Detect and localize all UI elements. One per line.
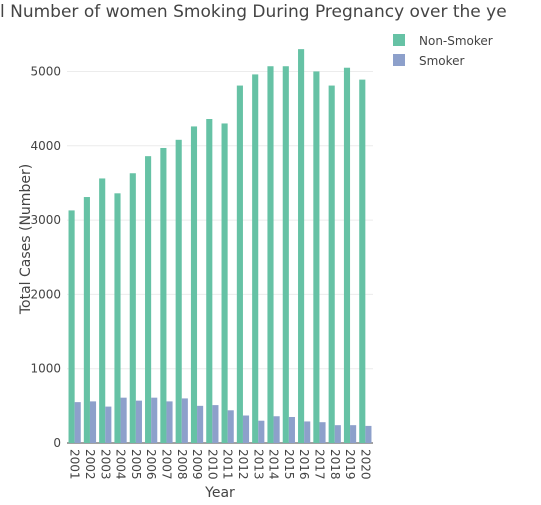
bar-non-smoker-2001[interactable] <box>68 210 75 443</box>
x-tick-label: 2016 <box>297 449 311 480</box>
x-tick-label: 2020 <box>358 449 372 480</box>
bar-non-smoker-2014[interactable] <box>267 66 274 444</box>
x-tick-label: 2008 <box>175 449 189 480</box>
x-tick-label: 2018 <box>328 449 342 480</box>
bar-smoker-2004[interactable] <box>120 397 127 443</box>
y-tick-label: 3000 <box>30 213 61 227</box>
x-tick-label: 2002 <box>83 449 97 480</box>
bar-smoker-2009[interactable] <box>197 405 204 443</box>
x-tick-label: 2014 <box>267 449 281 480</box>
bar-non-smoker-2003[interactable] <box>99 178 106 444</box>
gridlines <box>67 70 373 444</box>
y-axis-ticks: 0 1000 2000 3000 4000 5000 <box>30 64 61 450</box>
y-tick-label: 5000 <box>30 64 61 78</box>
x-tick-label: 2012 <box>236 449 250 480</box>
y-axis-title: Total Cases (Number) <box>18 164 34 315</box>
bar-non-smoker-2018[interactable] <box>328 85 335 443</box>
x-tick-label: 2003 <box>98 449 112 480</box>
x-tick-label: 2005 <box>129 449 143 480</box>
bar-smoker-2002[interactable] <box>89 401 97 443</box>
bar-smoker-2013[interactable] <box>258 420 265 443</box>
bar-smoker-2016[interactable] <box>304 421 311 443</box>
bar-smoker-2008[interactable] <box>181 398 188 443</box>
bar-smoker-2003[interactable] <box>105 406 112 443</box>
bar-non-smoker-2006[interactable] <box>145 156 152 444</box>
bar-non-smoker-2008[interactable] <box>175 139 182 443</box>
bar-non-smoker-2017[interactable] <box>313 71 320 443</box>
bar-smoker-2010[interactable] <box>212 405 219 443</box>
bar-non-smoker-2020[interactable] <box>359 79 366 443</box>
bar-smoker-2018[interactable] <box>334 425 341 443</box>
x-tick-label: 2017 <box>312 449 326 480</box>
x-tick-label: 2009 <box>190 449 204 480</box>
bar-smoker-2015[interactable] <box>288 416 295 443</box>
legend-swatch <box>393 34 405 46</box>
bar-non-smoker-2012[interactable] <box>236 85 243 443</box>
bar-smoker-2020[interactable] <box>365 425 372 443</box>
bar-non-smoker-2007[interactable] <box>160 147 167 444</box>
x-tick-label: 2015 <box>282 449 296 480</box>
bar-non-smoker-2004[interactable] <box>114 193 121 443</box>
legend-label: Non-Smoker <box>419 34 493 48</box>
legend[interactable]: Non-Smoker Smoker <box>393 34 493 68</box>
bar-smoker-2001[interactable] <box>74 402 81 443</box>
legend-label: Smoker <box>419 54 465 68</box>
bar-smoker-2007[interactable] <box>166 401 173 443</box>
chart-title: l Number of women Smoking During Pregnan… <box>0 2 507 22</box>
bar-smoker-2017[interactable] <box>319 422 326 443</box>
bar-non-smoker-2013[interactable] <box>252 74 259 443</box>
x-tick-label: 2007 <box>159 449 173 480</box>
legend-item-non-smoker[interactable]: Non-Smoker <box>393 34 493 48</box>
bar-non-smoker-2002[interactable] <box>83 197 90 443</box>
y-tick-label: 0 <box>53 436 61 450</box>
x-tick-label: 2001 <box>68 449 82 480</box>
bar-non-smoker-2016[interactable] <box>298 49 305 443</box>
bar-non-smoker-2010[interactable] <box>206 119 213 443</box>
x-tick-label: 2004 <box>114 449 128 480</box>
bars <box>68 49 372 444</box>
x-tick-label: 2013 <box>251 449 265 480</box>
x-axis-title: Year <box>204 485 235 501</box>
bar-non-smoker-2011[interactable] <box>221 123 228 444</box>
bar-smoker-2019[interactable] <box>350 425 357 443</box>
legend-item-smoker[interactable]: Smoker <box>393 54 465 68</box>
y-tick-label: 4000 <box>30 139 61 153</box>
y-tick-label: 1000 <box>30 362 61 376</box>
bar-non-smoker-2009[interactable] <box>190 126 198 444</box>
bar-non-smoker-2005[interactable] <box>129 173 136 443</box>
x-tick-label: 2010 <box>205 449 219 480</box>
bar-smoker-2006[interactable] <box>151 397 158 443</box>
bar-smoker-2005[interactable] <box>135 400 142 443</box>
x-tick-label: 2011 <box>221 449 235 480</box>
bar-non-smoker-2015[interactable] <box>282 66 289 444</box>
bar-smoker-2011[interactable] <box>227 410 234 443</box>
bar-smoker-2014[interactable] <box>273 416 280 443</box>
x-axis-ticks: 2001 2002 2003 2004 2005 2006 2007 2008 2009 2010… <box>68 449 373 480</box>
x-tick-label: 2019 <box>343 449 357 480</box>
x-tick-label: 2006 <box>144 449 158 480</box>
legend-swatch <box>393 54 405 66</box>
bar-non-smoker-2019[interactable] <box>343 67 351 444</box>
bar-smoker-2012[interactable] <box>242 415 250 443</box>
y-tick-label: 2000 <box>30 287 61 301</box>
